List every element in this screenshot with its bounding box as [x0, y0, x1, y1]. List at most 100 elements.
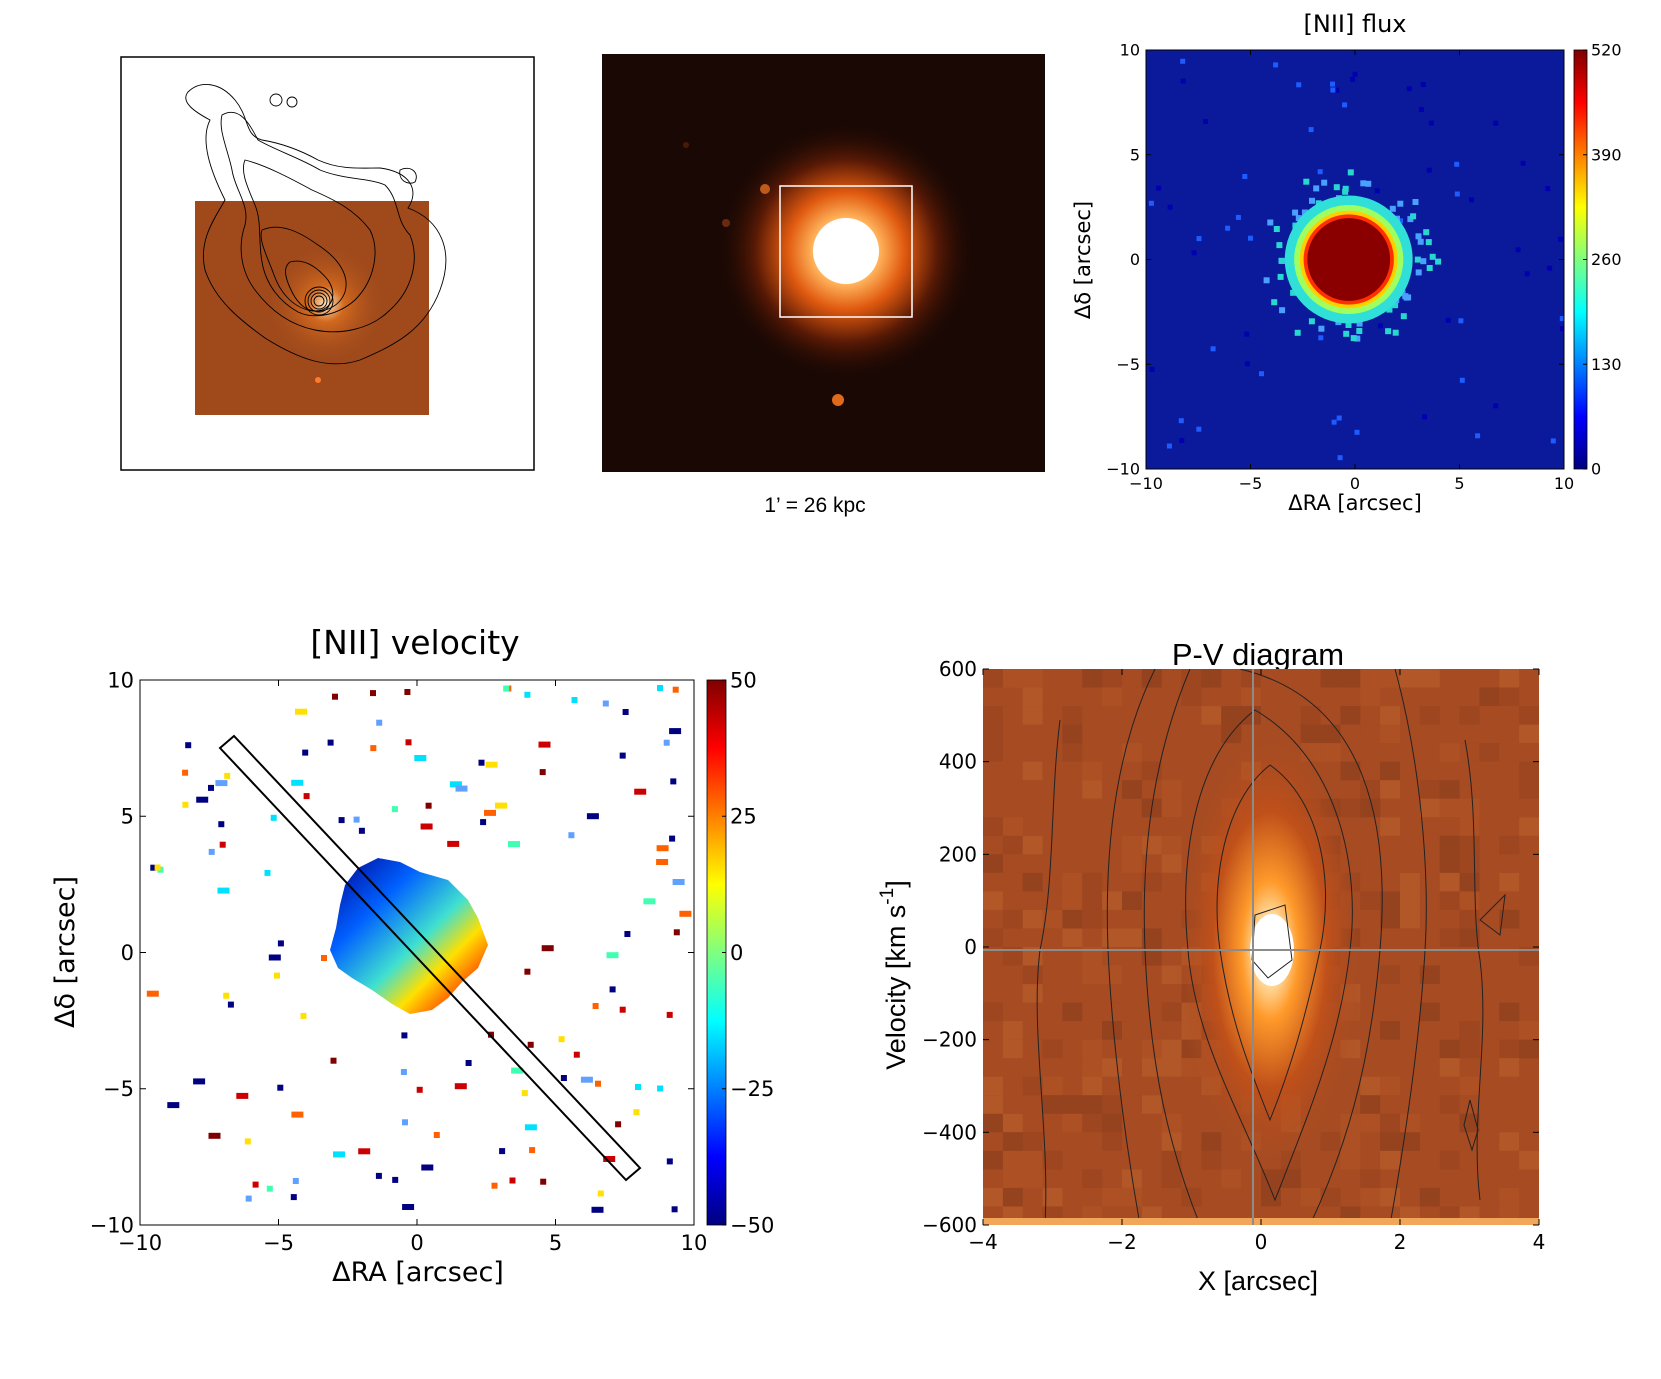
velocity-noise-pixel [485, 761, 498, 768]
pv-pixel [1380, 909, 1400, 929]
flux-noise-pixel [1337, 455, 1343, 461]
velocity-noise-pixel [208, 848, 215, 855]
velocity-noise-pixel [327, 739, 334, 746]
flux-panel: [NII] flux −10 −5 0 5 10 10 5 0 −5 −10 520 390 260 1… [1071, 10, 1622, 515]
velocity-noise-pixel [509, 1177, 516, 1184]
y-tick-label: −10 [90, 1213, 134, 1237]
velocity-noise-pixel [274, 972, 280, 979]
pv-pixel [1082, 947, 1103, 966]
flux-noise-pixel [1203, 119, 1209, 124]
flux-halo-pixel [1356, 320, 1363, 327]
flux-noise-pixel [1179, 438, 1185, 444]
pv-pixel [1380, 1150, 1400, 1170]
velocity-noise-pixel [671, 1206, 678, 1213]
pv-pixel [1360, 854, 1381, 873]
flux-noise-pixel [1248, 235, 1253, 241]
flux-halo-pixel [1392, 329, 1399, 336]
pv-pixel [1380, 891, 1400, 910]
pv-pixel [983, 724, 1003, 744]
velocity-noise-pixel [595, 1080, 601, 1087]
flux-noise-pixel [1398, 218, 1403, 224]
velocity-noise-pixel [425, 802, 432, 809]
flux-halo-pixel [1308, 318, 1315, 325]
pv-pixel [983, 1002, 1003, 1022]
pv-pixel [1122, 854, 1142, 873]
pv-pixel [1479, 817, 1500, 836]
flux-noise-pixel [1493, 403, 1499, 409]
velocity-noise-pixel [586, 813, 599, 820]
pv-pixel [983, 1095, 1003, 1114]
flux-noise-pixel [1559, 316, 1564, 322]
pv-pixel [1102, 669, 1122, 688]
pv-pixel [1479, 909, 1500, 929]
velocity-noise-pixel [146, 990, 159, 997]
pv-pixel [1459, 706, 1480, 725]
velocity-noise-pixel [573, 1051, 580, 1058]
pv-pixel [1062, 854, 1083, 873]
flux-noise-pixel [1469, 197, 1474, 203]
pv-pixel [1519, 1021, 1539, 1040]
pv-pixel [1042, 1169, 1063, 1188]
pv-pixel [1479, 891, 1500, 910]
velocity-noise-pixel [540, 1178, 547, 1185]
pv-pixel [1499, 1021, 1520, 1040]
colorbar-tick-label: 0 [730, 941, 743, 965]
velocity-noise-pixel [634, 788, 647, 795]
flux-emission-blob [1263, 169, 1442, 342]
pv-pixel [1022, 872, 1043, 892]
y-tick-label: −600 [922, 1213, 977, 1237]
pv-pixel [1122, 835, 1142, 855]
flux-noise-pixel [1148, 200, 1154, 206]
pv-pixel [1340, 1132, 1361, 1151]
pv-pixel [1499, 835, 1520, 855]
flux-halo-pixel [1389, 205, 1396, 212]
pv-pixel [1122, 1021, 1142, 1040]
velocity-noise-pixel [602, 700, 609, 707]
companion-source [760, 184, 770, 194]
velocity-noise-pixel [402, 1204, 415, 1210]
flux-halo-pixel [1423, 229, 1430, 236]
pv-pixel [1221, 1169, 1242, 1188]
velocity-noise-pixel [619, 1006, 626, 1013]
pv-pixel [1499, 1132, 1520, 1151]
velocity-noise-pixel [300, 1012, 307, 1019]
velocity-noise-pixel [193, 1078, 206, 1085]
pv-title: P-V diagram [1172, 637, 1344, 672]
velocity-noise-pixel [538, 741, 551, 748]
pv-pixel [1102, 1187, 1122, 1207]
pv-pixel [983, 669, 1003, 688]
velocity-noise-pixels [146, 685, 692, 1213]
pv-pixel [1102, 1058, 1122, 1077]
pv-pixel [1141, 1095, 1162, 1114]
pv-pixel [1380, 817, 1400, 836]
x-tick-label: 0 [1350, 474, 1360, 493]
velocity-noise-pixel [358, 827, 365, 834]
flux-halo-pixel [1403, 294, 1410, 301]
pv-pixel [1141, 947, 1162, 966]
flux-noise-pixel [1454, 161, 1460, 167]
velocity-noise-pixel [353, 816, 360, 823]
southern-source [832, 394, 844, 406]
pv-pixel [1141, 835, 1162, 855]
pv-pixel [1141, 743, 1162, 762]
pv-pixel [983, 1169, 1003, 1188]
pv-pixel [1141, 872, 1162, 892]
velocity-noise-pixel [291, 1111, 304, 1118]
pv-pixel [1062, 1002, 1083, 1022]
faint-source [722, 219, 730, 227]
velocity-noise-pixel [484, 809, 496, 816]
pv-pixel [1002, 1132, 1023, 1151]
velocity-noise-pixel [622, 709, 629, 715]
velocity-noise-pixel [376, 719, 383, 726]
x-tick-label: −4 [968, 1230, 997, 1254]
flux-noise-pixel [1520, 160, 1526, 166]
velocity-noise-pixel [541, 945, 554, 952]
velocity-noise-pixel [672, 879, 685, 885]
pv-pixel [1320, 743, 1341, 762]
flux-noise-pixel [1242, 174, 1248, 179]
flux-noise-pixel [1180, 58, 1186, 64]
velocity-noise-pixel [370, 690, 376, 697]
pv-pixel [1320, 1187, 1341, 1207]
pv-pixel [1082, 687, 1103, 706]
pv-pixel [1102, 1021, 1122, 1040]
